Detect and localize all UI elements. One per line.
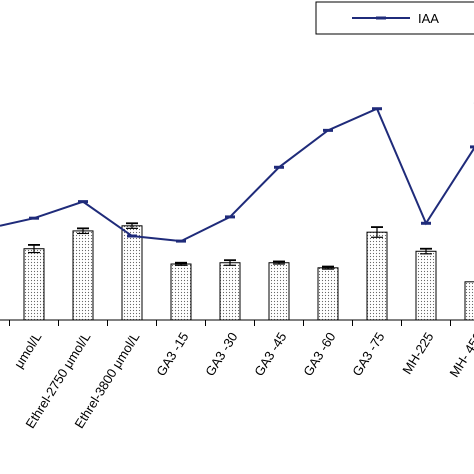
bar [464,281,474,321]
legend-label: IAA [418,11,439,26]
x-axis [0,319,474,326]
series-point [29,216,39,220]
bars-layer [23,222,474,321]
x-tick-label: GA3 -30 [202,330,240,379]
series-point [225,215,235,219]
x-tick-label: GA3 -75 [349,330,387,379]
bar [219,262,241,321]
series-point [372,107,382,111]
x-tick-label: GA3 -15 [153,330,191,379]
bar [268,262,290,321]
x-tick-label: MH- 450 [446,330,474,380]
bar [72,230,94,321]
line-layer [0,102,474,243]
series-point [127,234,137,238]
bar [317,267,339,321]
bar [23,248,45,321]
x-tick-label: MH-225 [399,330,436,377]
series-line-iaa [0,102,474,243]
x-tick-label: μmol/L [11,330,45,371]
bar [366,231,388,321]
series-point [176,239,186,243]
bar [121,225,143,321]
series-point [421,221,431,225]
bar [415,250,437,321]
x-tick-label: GA3 -60 [300,330,338,379]
series-point [78,200,88,204]
series-point [323,128,333,132]
bar [170,263,192,321]
series-point [470,145,474,149]
x-tick-label: GA3 -45 [251,330,289,379]
legend: IAA [315,1,474,35]
series-point [274,165,284,169]
legend-marker [376,16,386,20]
